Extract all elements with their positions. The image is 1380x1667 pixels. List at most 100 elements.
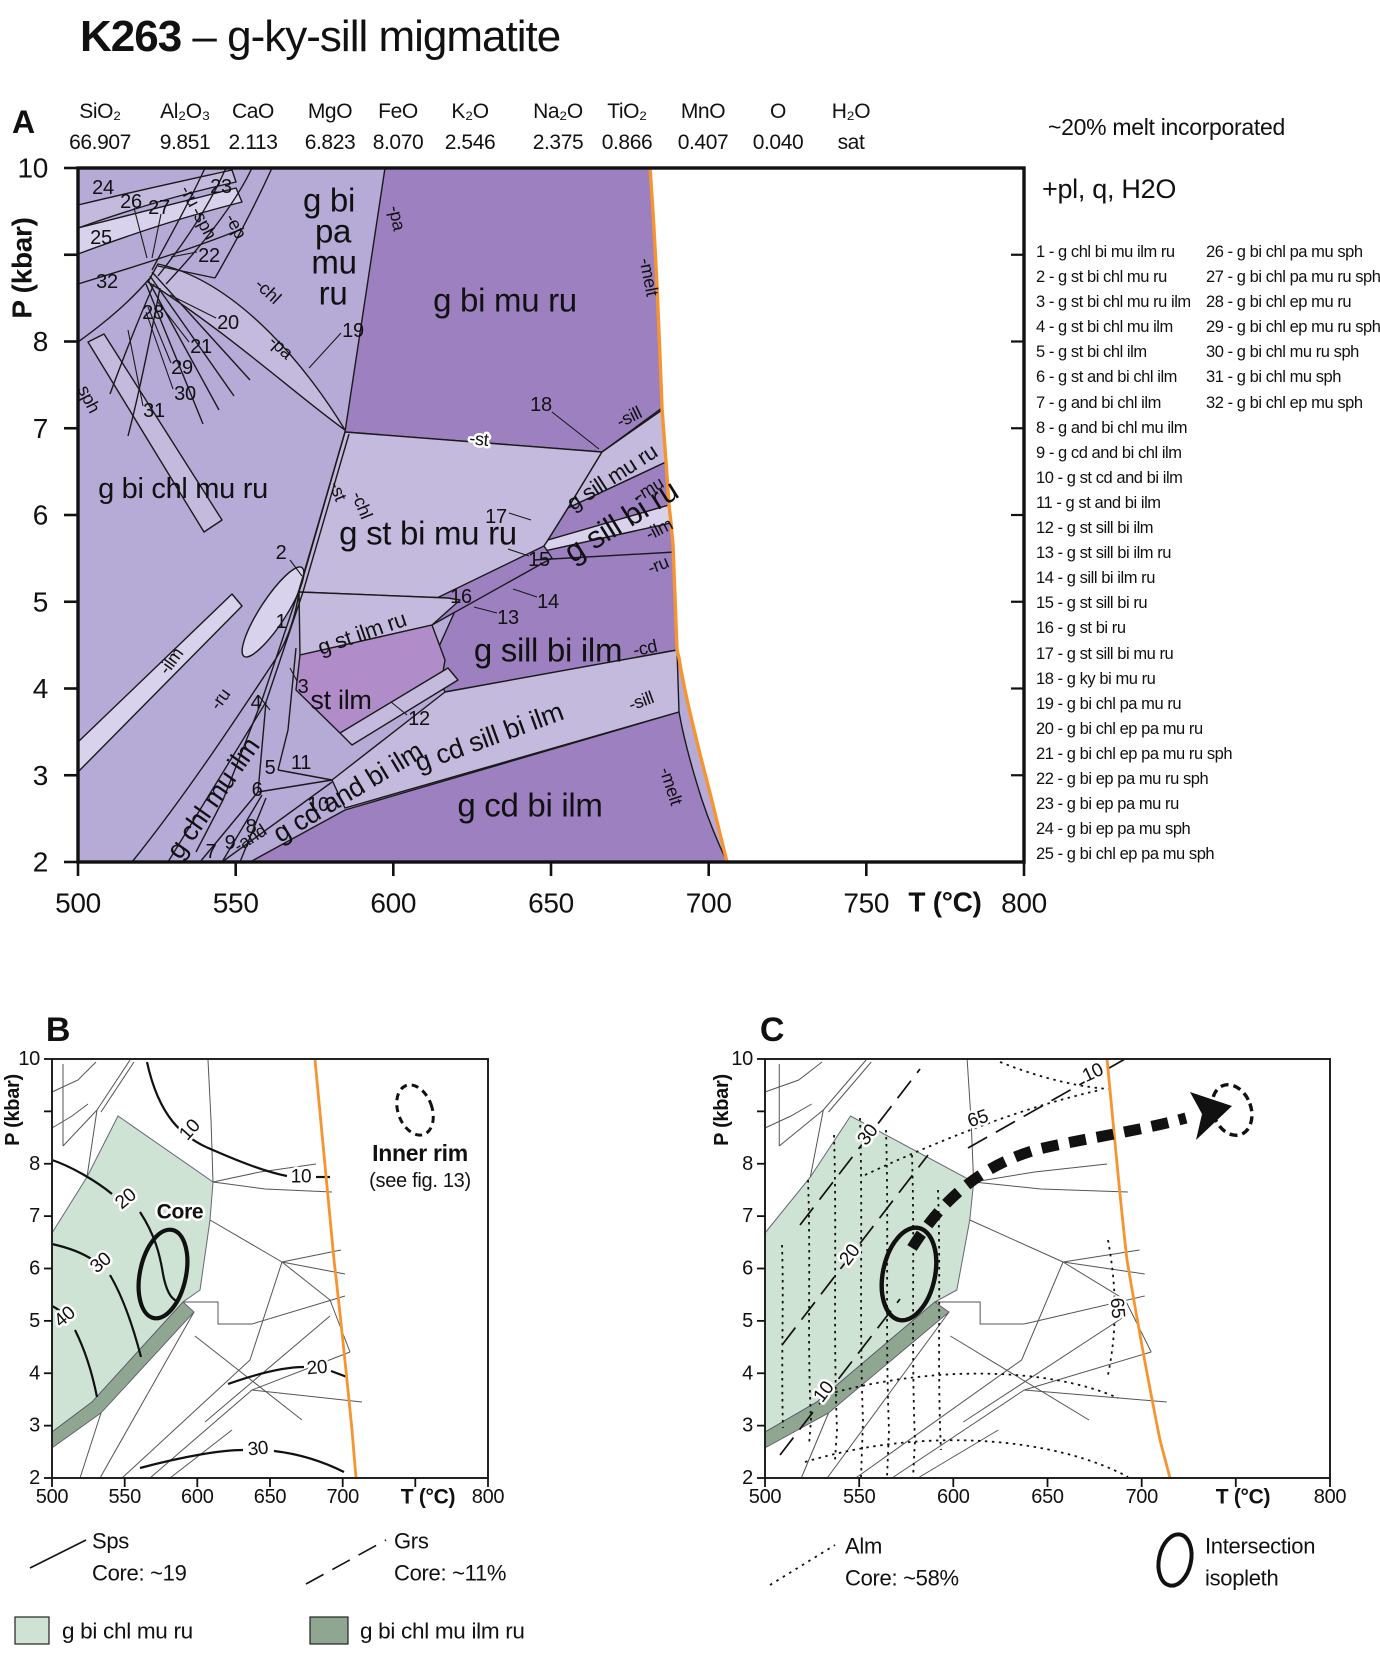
sps-isopleth-contour: [51, 1158, 113, 1195]
alm-legend-value: Core: ~58%: [845, 1566, 959, 1591]
number-leader-line: [551, 411, 600, 450]
axis-tick-label: 6: [33, 500, 48, 531]
field-number: 9: [225, 832, 236, 854]
phase-boundary-line-gray: [79, 1412, 102, 1479]
field-number: 29: [171, 357, 193, 379]
phase-boundary-line-gray-c: [1062, 1261, 1152, 1353]
assemblage-item: 6 - g st and bi chl ilm: [1036, 368, 1177, 387]
axis-tick-label: 8: [33, 326, 48, 357]
phase-boundary-line-gray: [204, 1315, 331, 1423]
alm-isopleth-dotted: [864, 1089, 1101, 1176]
axis-tick-label: 4: [29, 1362, 40, 1384]
phase-boundary-line-gray-c: [764, 1061, 823, 1093]
field-number: 14: [537, 591, 559, 613]
axis-tick-label: 3: [29, 1415, 40, 1437]
phase-boundary-line: [157, 167, 227, 277]
field-number: 24: [92, 177, 114, 199]
sps-isopleth-contour: [74, 1329, 99, 1398]
number-leader-line: [258, 695, 271, 711]
axis-tick-label: 3: [742, 1415, 753, 1437]
axis-tick-label: 10: [731, 1048, 753, 1070]
oxide-name: O: [770, 100, 786, 123]
phase-boundary-line-gray: [99, 1311, 195, 1479]
field-19-band: [147, 263, 346, 431]
axis-tick-label: 500: [55, 888, 101, 919]
field-number: 22: [198, 245, 220, 267]
number-leader-line: [151, 213, 162, 259]
number-leader-line: [390, 701, 408, 716]
assemblage-item: 24 - g bi ep pa mu sph: [1036, 820, 1191, 839]
oxide-value: 0.407: [677, 131, 729, 154]
phase-field-label: pa: [315, 213, 352, 250]
phase-field-label: g cd bi ilm: [457, 787, 602, 824]
contour-label: 30: [247, 1437, 270, 1460]
phase-boundary-line-gray-c: [966, 1059, 975, 1183]
assemblage-item: 16 - g st bi ru: [1036, 619, 1126, 638]
oxide-column: Al₂O₃ 9.851: [137, 100, 233, 155]
oxide-column: MnO 0.407: [655, 100, 751, 155]
swatch-g-bi-chl-mu-ilm-ru: [309, 1616, 349, 1645]
sps-legend-value: Core: ~19: [92, 1561, 187, 1586]
phase-boundary-line: [533, 551, 676, 561]
axis-tick-label: 700: [686, 888, 732, 919]
phase-boundary-line: [302, 433, 350, 593]
oxide-value: 0.040: [752, 131, 804, 154]
axis-tick-label: 8: [29, 1153, 40, 1175]
melt-in-curve-a: [648, 167, 729, 863]
phase-boundary-line-gray: [207, 1059, 214, 1183]
axis-tick-label: 8: [742, 1153, 753, 1175]
oxide-value: 9.851: [159, 131, 211, 154]
sps-isopleth-contour: [109, 1274, 143, 1358]
alm-isopleth-dotted: [859, 1117, 864, 1479]
field-number: 7: [206, 841, 217, 863]
assemblage-item: 4 - g st bi chl mu ilm: [1036, 318, 1173, 337]
number-leader-line: [507, 548, 530, 557]
phase-boundary-line-gray-c: [973, 1181, 1128, 1193]
phase-boundary-line: [265, 591, 304, 703]
field-number: 10: [307, 794, 329, 816]
panel-a-label: A: [12, 104, 36, 140]
assemblage-item: 20 - g bi chl ep pa mu ru: [1036, 719, 1203, 738]
y-axis-title: P (kbar): [711, 1074, 733, 1146]
oxide-column: O 0.040: [730, 100, 826, 155]
phase-boundary-line-gray: [51, 1061, 97, 1093]
phase-boundary-line-gray: [86, 1109, 98, 1178]
intersection-legend-line1: Intersection: [1205, 1534, 1315, 1559]
phase-boundary-line-gray-c: [778, 1109, 824, 1147]
axis-tick-label: 800: [472, 1486, 505, 1508]
grs-legend-value: Core: ~11%: [394, 1561, 506, 1586]
assemblage-item: 11 - g st and bi ilm: [1036, 493, 1161, 512]
phase-boundary-line-gray: [251, 1389, 363, 1403]
axis-tick-label: 10: [17, 153, 48, 184]
intersection-isopleth-symbol: [1156, 1532, 1194, 1588]
oxide-column: FeO 8.070: [350, 100, 446, 155]
axis-tick-label: 7: [29, 1205, 40, 1227]
grs-legend-line: [305, 1539, 387, 1585]
swatch-label: g bi chl mu ru: [62, 1619, 193, 1644]
assemblage-item: 10 - g st cd and bi ilm: [1036, 468, 1183, 487]
assemblage-legend-col2: 26 - g bi chl pa mu sph 27 - g bi chl pa …: [1206, 240, 1380, 416]
axis-tick-label: 6: [29, 1258, 40, 1280]
oxide-value: 66.907: [69, 131, 131, 154]
oxide-column: Na₂O 2.375: [510, 100, 606, 155]
phase-boundary-line: [239, 797, 267, 863]
phase-boundary-line-gray: [149, 1389, 253, 1479]
axis-tick-label: 800: [1314, 1486, 1347, 1508]
axis-tick-label: 550: [213, 888, 259, 919]
number-leader-line: [308, 332, 342, 369]
melt-incorporated-note: ~20% melt incorporated: [1048, 114, 1285, 140]
contour-label-c: 65: [965, 1106, 991, 1132]
axis-tick-label: 600: [937, 1486, 970, 1508]
assemblage-item: 17 - g st sill bi mu ru: [1036, 644, 1174, 663]
phase-boundary-line-gray-c: [1024, 1389, 1167, 1403]
inner-rim-dashed-ellipse: [395, 1083, 435, 1137]
panel-c-label: C: [760, 1011, 784, 1049]
phase-boundary-line-gray: [251, 1295, 346, 1325]
boundary-label: -st: [468, 428, 489, 450]
phase-field-label: st ilm: [310, 685, 371, 715]
phase-field-label: g bi: [303, 182, 355, 219]
annotation-label: (see fig. 13): [369, 1170, 471, 1192]
axis-tick-label: 5: [33, 586, 48, 617]
phase-boundary-line-gray: [212, 1181, 333, 1193]
